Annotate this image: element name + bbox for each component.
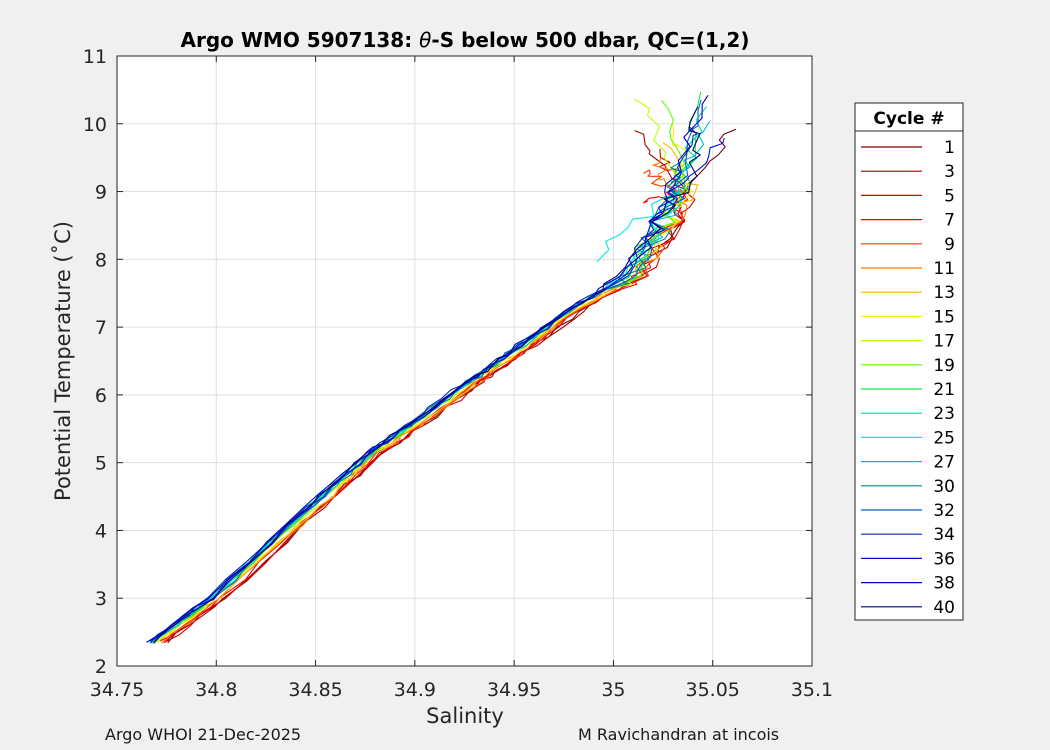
legend-label-cycle-23: 23 (933, 404, 955, 424)
legend-label-cycle-17: 17 (933, 332, 955, 352)
footer-right: M Ravichandran at incois (578, 725, 780, 744)
y-axis-label: Potential Temperature (˚C) (51, 221, 75, 501)
y-tick-label: 6 (95, 385, 107, 407)
legend-label-cycle-32: 32 (933, 501, 955, 521)
x-tick-label: 34.75 (90, 679, 144, 701)
y-tick-label: 9 (95, 182, 107, 204)
legend-title: Cycle # (873, 109, 944, 129)
chart-title: Argo WMO 5907138: θ-S below 500 dbar, QC… (181, 28, 750, 52)
x-tick-label: 35.1 (791, 679, 833, 701)
series-line-cycle-36 (150, 137, 725, 642)
legend: Cycle # 13579111315171921232527303234363… (854, 102, 964, 621)
x-tick-label: 34.8 (195, 679, 237, 701)
legend-label-cycle-7: 7 (944, 211, 955, 231)
legend-label-cycle-21: 21 (933, 380, 955, 400)
x-tick-label: 34.95 (487, 679, 541, 701)
footer-left: Argo WHOI 21-Dec-2025 (105, 725, 302, 744)
ticks: 34.75 34.8 34.85 34.9 34.95 35 35.05 35.1 2 3 4 5 6 7… (83, 46, 833, 701)
x-tick-label: 35.05 (686, 679, 740, 701)
y-tick-label: 7 (95, 317, 107, 339)
legend-label-cycle-38: 38 (933, 574, 955, 594)
legend-label-cycle-34: 34 (933, 525, 955, 545)
legend-label-cycle-9: 9 (944, 235, 955, 255)
legend-label-cycle-1: 1 (944, 138, 955, 158)
y-tick-label: 10 (83, 114, 107, 136)
legend-label-cycle-36: 36 (933, 549, 955, 569)
x-tick-label: 34.9 (394, 679, 436, 701)
legend-label-cycle-15: 15 (933, 307, 955, 327)
legend-label-cycle-40: 40 (933, 598, 955, 618)
series-line-cycle-34 (149, 126, 698, 643)
legend-label-cycle-30: 30 (933, 477, 955, 497)
y-tick-label: 3 (95, 588, 107, 610)
legend-label-cycle-27: 27 (933, 453, 955, 473)
legend-label-cycle-3: 3 (944, 162, 955, 182)
legend-label-cycle-19: 19 (933, 356, 955, 376)
y-tick-label: 11 (83, 46, 107, 68)
y-tick-label: 8 (95, 249, 107, 271)
plot-area (117, 56, 812, 666)
y-tick-label: 4 (95, 520, 107, 542)
legend-label-cycle-11: 11 (933, 259, 955, 279)
legend-label-cycle-5: 5 (944, 186, 955, 206)
plot-border (116, 55, 813, 667)
series-line-cycle-40 (153, 106, 701, 644)
series-line-cycle-13 (157, 141, 699, 643)
legend-label-cycle-13: 13 (933, 283, 955, 303)
x-tick-label: 34.85 (288, 679, 342, 701)
series-lines (146, 91, 737, 644)
series-line-cycle-9 (163, 169, 683, 643)
y-tick-label: 5 (95, 453, 107, 475)
x-tick-label: 35 (601, 679, 625, 701)
y-tick-label: 2 (95, 656, 107, 678)
x-axis-label: Salinity (426, 704, 504, 728)
legend-label-cycle-25: 25 (933, 428, 955, 448)
